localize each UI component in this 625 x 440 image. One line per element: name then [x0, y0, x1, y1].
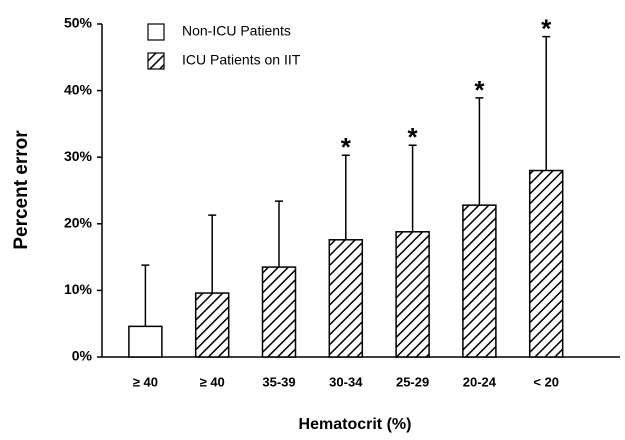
y-tick-label: 50% [64, 15, 93, 31]
y-tick-label: 40% [64, 81, 93, 97]
bar [194, 292, 230, 358]
y-tick-label: 20% [64, 215, 93, 231]
bar [462, 204, 497, 358]
error-bar [208, 214, 217, 294]
legend-label: ICU Patients on IIT [182, 52, 301, 68]
x-tick-label: 35-39 [262, 374, 295, 389]
legend-swatch [147, 52, 165, 70]
error-bar [275, 200, 283, 268]
x-tick-label: ≥ 40 [133, 374, 158, 389]
y-tick-label: 10% [64, 281, 93, 297]
x-tick-label: 20-24 [463, 374, 497, 389]
legend-swatch [147, 23, 165, 41]
x-tick-label: 30-34 [329, 374, 363, 389]
bar [328, 239, 364, 358]
bar [261, 266, 297, 358]
error-bar [141, 264, 150, 327]
y-tick-label: 30% [64, 148, 93, 164]
error-bar [408, 144, 417, 232]
error-bar [341, 154, 350, 240]
y-axis-label: Percent error [11, 130, 32, 250]
significance-marker: * [408, 122, 419, 152]
legend-label: Non-ICU Patients [182, 23, 291, 39]
bar [528, 169, 564, 358]
bar [128, 325, 163, 358]
x-axis-label: Hematocrit (%) [299, 416, 412, 433]
y-tick-label: 0% [72, 348, 93, 364]
x-tick-label: ≥ 40 [200, 374, 225, 389]
significance-marker: * [541, 14, 552, 44]
significance-marker: * [474, 75, 485, 105]
error-bar [475, 97, 484, 206]
error-bar [542, 35, 551, 171]
x-tick-label: < 20 [533, 374, 559, 389]
x-tick-label: 25-29 [396, 374, 429, 389]
bar [395, 231, 430, 358]
significance-marker: * [341, 132, 352, 162]
